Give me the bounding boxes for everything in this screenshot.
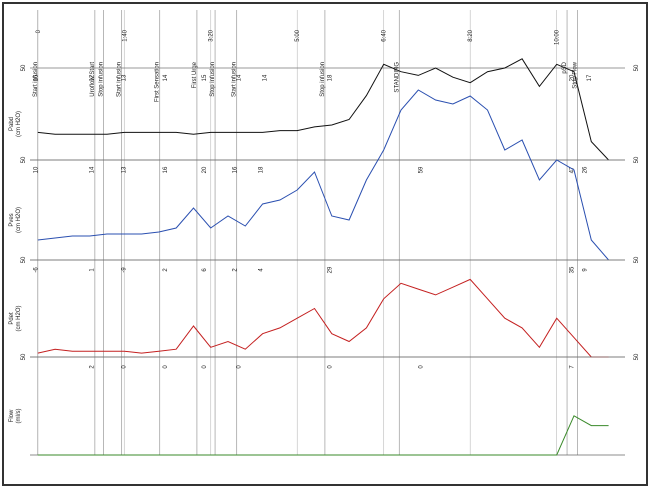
time-tick-label: 0 (36, 29, 42, 33)
annotation: 0 (237, 365, 243, 369)
annotation: 29 (328, 266, 334, 273)
annotation: 6 (202, 268, 208, 272)
y-tick-label: 50 (21, 64, 27, 71)
annotation: 0 (122, 365, 128, 369)
event-label: Stop infusion (210, 62, 216, 97)
annotation: 14 (90, 166, 96, 173)
annotation: 14 (163, 74, 169, 81)
trace (37, 278, 609, 358)
annotation: 7 (570, 365, 576, 369)
y-axis-label: (cm H2O) (16, 306, 22, 332)
time-tick-label: 5:00 (295, 29, 301, 41)
y-tick-label-right: 50 (634, 64, 640, 71)
event-label: Stop Flow (572, 61, 578, 88)
time-tick-label: 10:00 (555, 29, 561, 45)
annotation: -6 (33, 267, 39, 273)
y-axis-label: Pdet (9, 312, 15, 325)
event-label: First Sensation (155, 62, 161, 102)
annotation: -9 (122, 267, 128, 273)
y-tick-label-right: 50 (634, 256, 640, 263)
annotation: 26 (583, 166, 589, 173)
annotation: 4 (258, 268, 264, 272)
y-tick-label: 50 (21, 256, 27, 263)
time-tick-label: 6:40 (382, 29, 388, 41)
event-label: Start infusion (232, 62, 238, 97)
annotation: 16 (232, 166, 238, 173)
annotation: 59 (418, 166, 424, 173)
annotation: 14 (237, 74, 243, 81)
event-label: Stop infusion (320, 62, 326, 97)
annotation: 0 (328, 365, 334, 369)
time-tick-label: 8:20 (468, 29, 474, 41)
y-axis-label: Flow (9, 409, 15, 422)
annotation: 12 (90, 74, 96, 81)
annotation: 13 (122, 74, 128, 81)
y-tick-label-right: 50 (634, 156, 640, 163)
event-label: Start infusion (33, 62, 39, 97)
time-tick-label: 3:20 (209, 29, 215, 41)
y-axis-label: (cm H2O) (16, 111, 22, 137)
annotation: 16 (163, 166, 169, 173)
event-label: Stop infusion (99, 62, 105, 97)
annotation: 18 (328, 74, 334, 81)
annotation: 2 (163, 268, 169, 272)
annotation: 0 (202, 365, 208, 369)
annotation: 2 (90, 365, 96, 369)
event-label: Start infusion (117, 62, 123, 97)
annotation: 14 (263, 74, 269, 81)
time-tick-label: 1:40 (122, 29, 128, 41)
y-axis-label: (cm H2O) (16, 207, 22, 233)
annotation: 0 (163, 365, 169, 369)
annotation: 16 (33, 74, 39, 81)
annotation: 15 (202, 74, 208, 81)
y-axis-label: Pves (9, 213, 15, 226)
event-label: First Urge (192, 61, 198, 88)
annotation: 20 (570, 74, 576, 81)
annotation: 20 (202, 166, 208, 173)
y-tick-label-right: 50 (634, 353, 640, 360)
annotation: 0 (418, 365, 424, 369)
trace (37, 58, 609, 161)
annotation: 2 (232, 268, 238, 272)
annotation: 18 (258, 166, 264, 173)
trace (37, 415, 609, 456)
y-tick-label: 50 (21, 353, 27, 360)
annotation: 9 (583, 268, 589, 272)
event-label: STANDING (394, 62, 400, 93)
annotation: 35 (570, 266, 576, 273)
annotation: 13 (122, 166, 128, 173)
y-axis-label: (ml/s) (16, 409, 22, 424)
y-tick-label: 50 (21, 156, 27, 163)
event-label: Uroflow Start (90, 62, 96, 97)
annotation: 17 (587, 74, 593, 81)
trace (37, 89, 609, 261)
annotation: 1 (90, 268, 96, 272)
y-axis-label: Pabd (9, 117, 15, 131)
annotation: 10 (33, 166, 39, 173)
